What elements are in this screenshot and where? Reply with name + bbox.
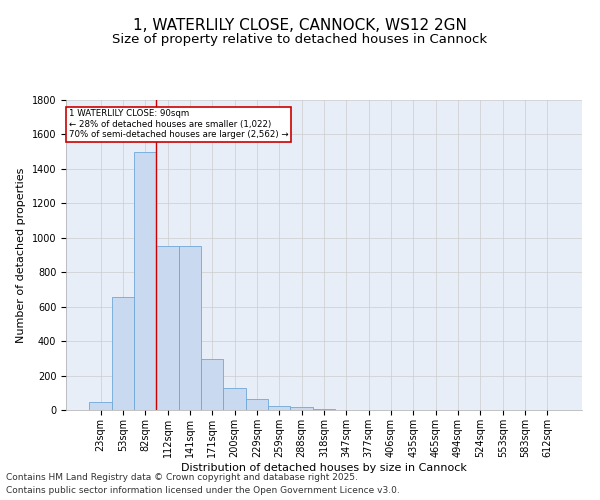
Bar: [89, 402, 112, 410]
Bar: [223, 388, 246, 410]
Bar: [134, 152, 157, 410]
Y-axis label: Number of detached properties: Number of detached properties: [16, 168, 26, 342]
Text: Size of property relative to detached houses in Cannock: Size of property relative to detached ho…: [112, 32, 488, 46]
Bar: [112, 297, 134, 410]
Text: 1, WATERLILY CLOSE, CANNOCK, WS12 2GN: 1, WATERLILY CLOSE, CANNOCK, WS12 2GN: [133, 18, 467, 32]
X-axis label: Distribution of detached houses by size in Cannock: Distribution of detached houses by size …: [181, 462, 467, 472]
Bar: [290, 407, 313, 410]
Bar: [246, 399, 268, 410]
Bar: [179, 246, 201, 410]
Text: Contains public sector information licensed under the Open Government Licence v3: Contains public sector information licen…: [6, 486, 400, 495]
Bar: [157, 246, 179, 410]
Bar: [313, 409, 335, 410]
Bar: [201, 359, 223, 410]
Bar: [268, 406, 290, 410]
Text: 1 WATERLILY CLOSE: 90sqm
← 28% of detached houses are smaller (1,022)
70% of sem: 1 WATERLILY CLOSE: 90sqm ← 28% of detach…: [68, 110, 288, 139]
Text: Contains HM Land Registry data © Crown copyright and database right 2025.: Contains HM Land Registry data © Crown c…: [6, 474, 358, 482]
